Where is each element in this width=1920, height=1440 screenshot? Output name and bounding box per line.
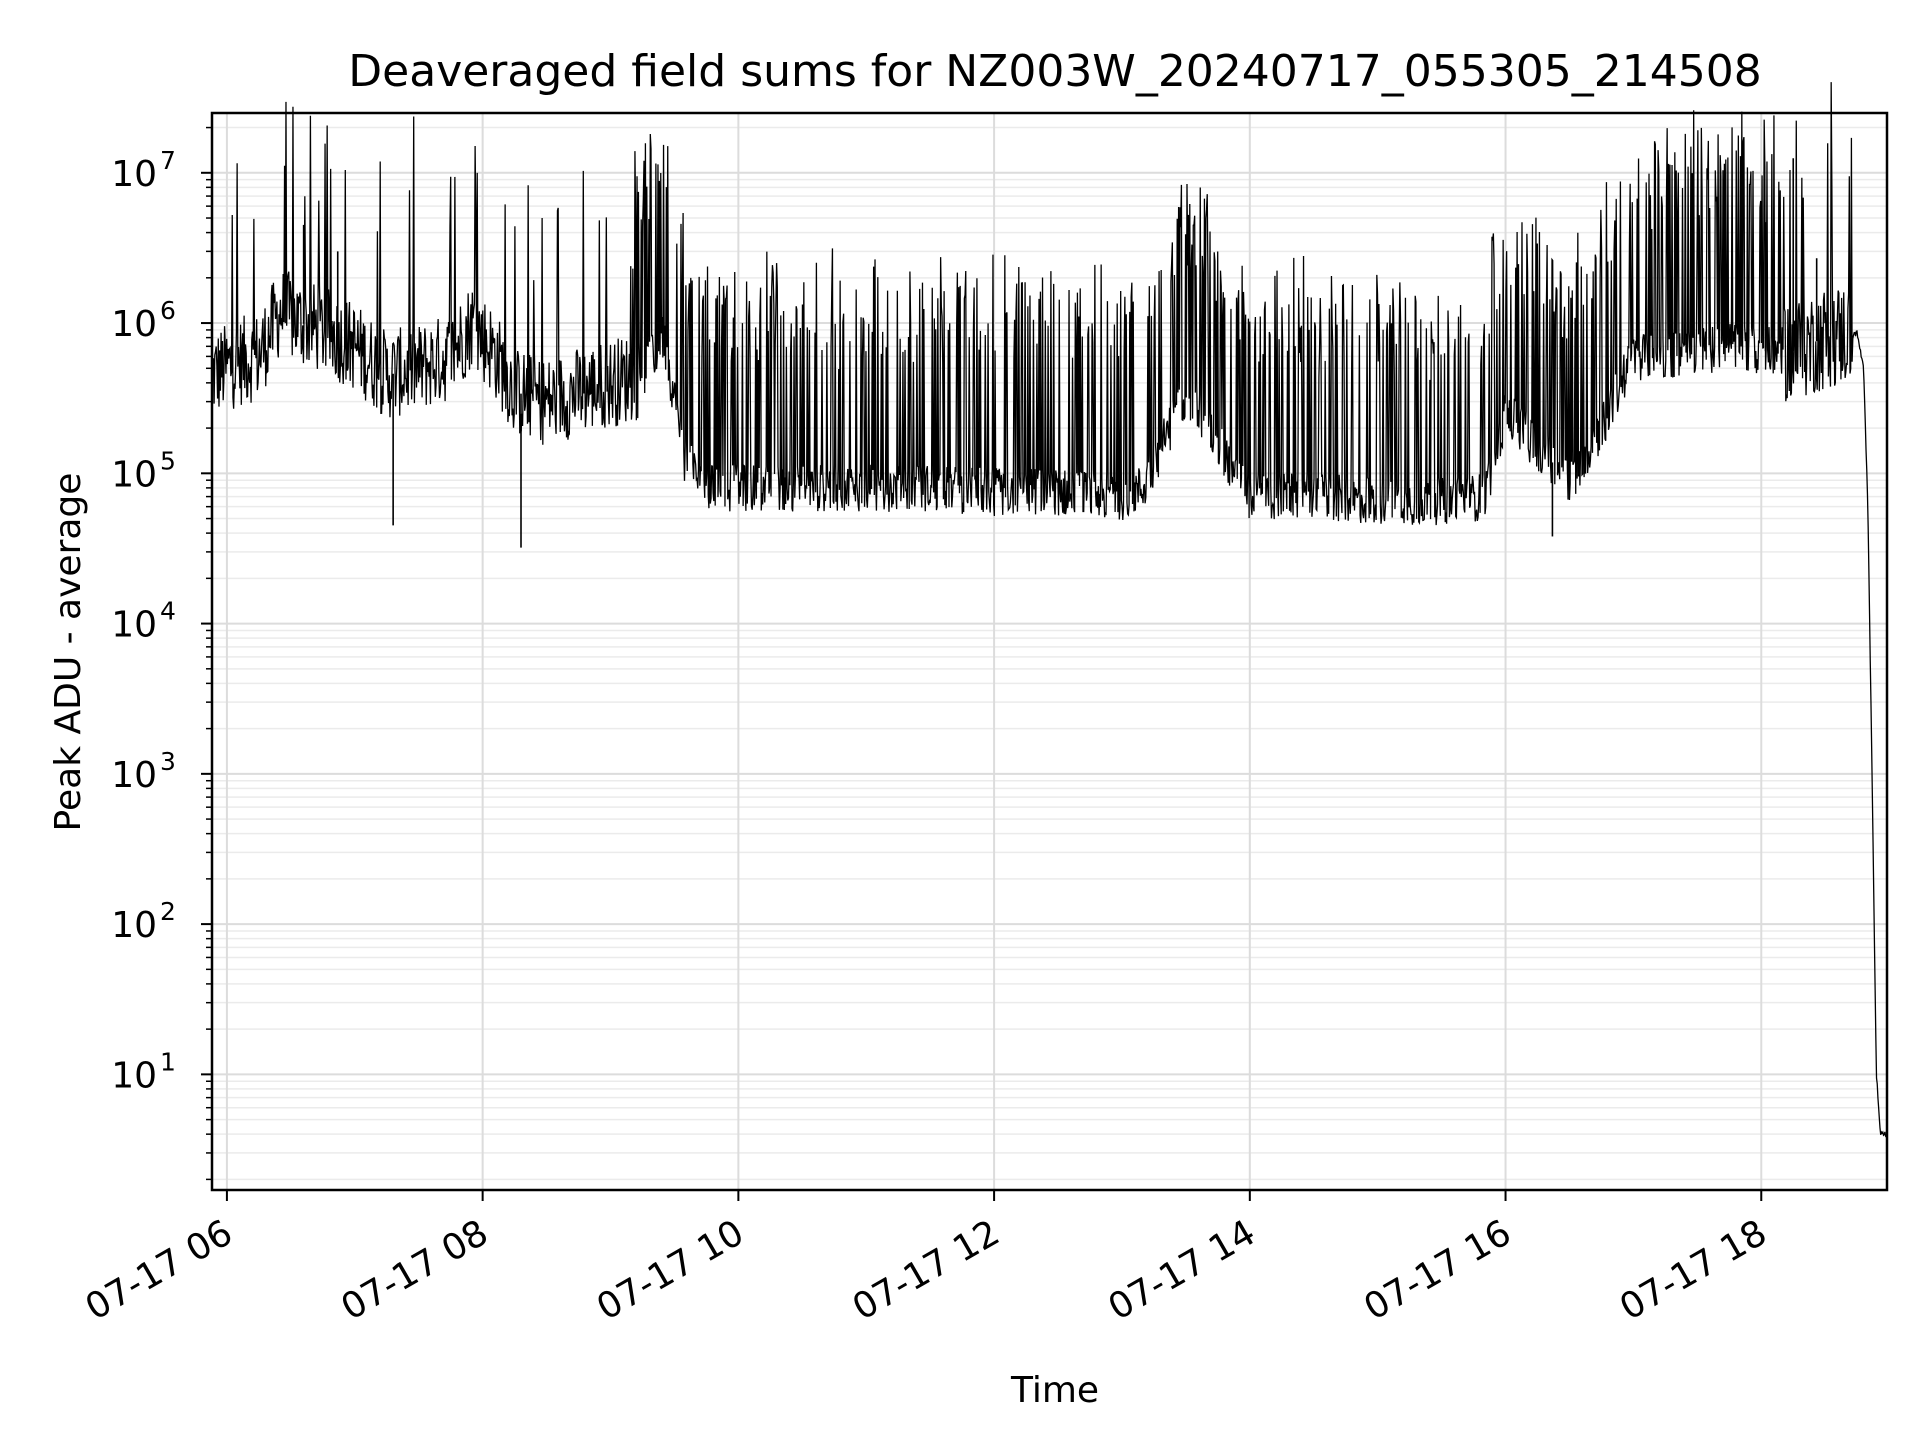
y-tick-exponent: 4 — [160, 597, 176, 626]
y-tick-exponent: 5 — [160, 446, 176, 475]
y-tick-label: 10 — [111, 454, 157, 495]
y-tick-exponent: 6 — [160, 296, 176, 325]
y-tick-label: 10 — [111, 304, 157, 345]
plot-frame — [210, 111, 1889, 1192]
y-tick-exponent: 7 — [160, 146, 176, 175]
y-tick-exponent: 2 — [160, 897, 176, 926]
y-tick-label: 10 — [111, 605, 157, 646]
data-series — [211, 82, 1888, 1139]
y-tick-label: 10 — [111, 905, 157, 946]
y-tick-exponent: 1 — [160, 1047, 176, 1076]
series-line — [211, 82, 1888, 1139]
y-tick-exponent: 3 — [160, 747, 176, 776]
y-tick-label: 10 — [111, 1055, 157, 1096]
y-tick-label: 10 — [111, 154, 157, 195]
y-tick-label: 10 — [111, 755, 157, 796]
x-axis-label: Time — [1010, 1370, 1099, 1411]
chart-title: Deaveraged field sums for NZ003W_2024071… — [348, 46, 1761, 97]
y-axis-label: Peak ADU - average — [48, 473, 89, 832]
